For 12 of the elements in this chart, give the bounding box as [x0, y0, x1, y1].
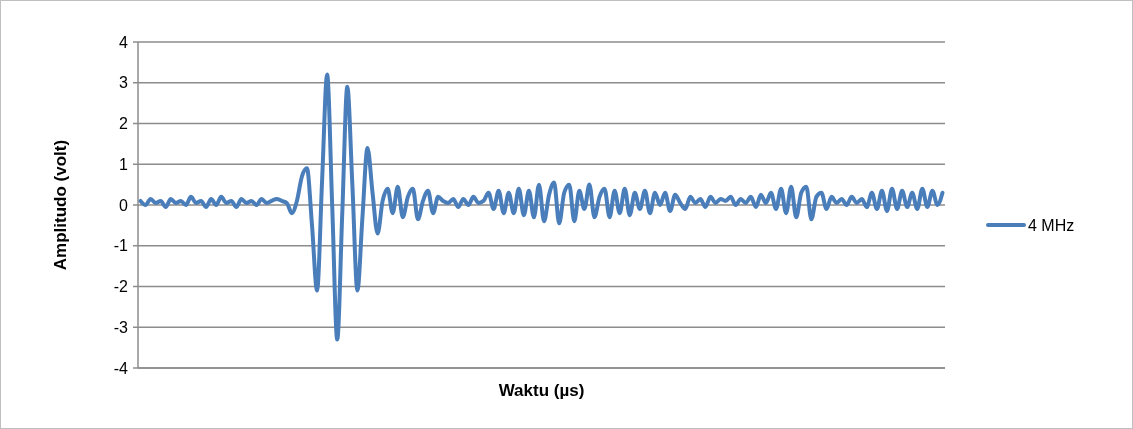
y-tick-label: 3 — [119, 74, 129, 92]
y-tick-label: 0 — [119, 196, 129, 214]
y-tick-label: -3 — [113, 318, 129, 336]
y-tick-label: -1 — [113, 237, 129, 255]
y-tick-label: -2 — [113, 278, 129, 296]
y-tick-label: -4 — [113, 359, 129, 377]
y-tick-label: 2 — [119, 115, 129, 133]
x-axis-title: Waktu (µs) — [498, 381, 585, 400]
legend-label: 4 MHz — [1028, 216, 1075, 234]
y-tick-label: 1 — [119, 155, 129, 173]
y-axis-title: Amplitudo (volt) — [51, 139, 70, 271]
y-tick-label: 4 — [119, 33, 129, 51]
